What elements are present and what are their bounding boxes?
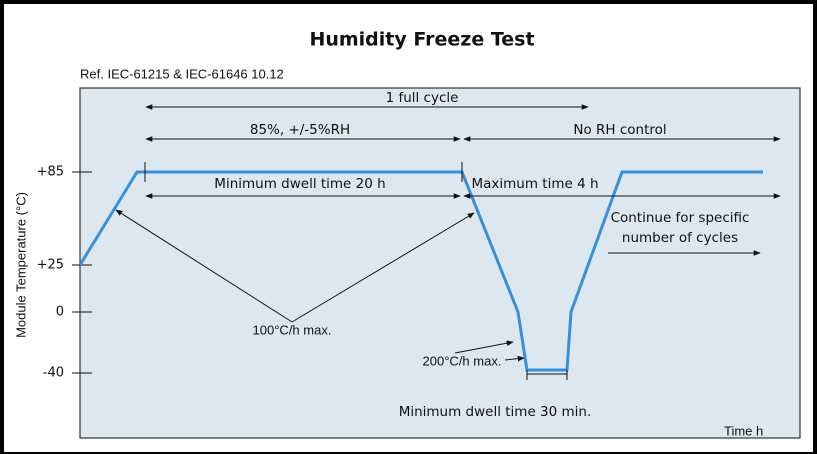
annotation: Maximum time 4 h xyxy=(471,176,598,192)
y-axis-label: Module Temperature (°C) xyxy=(13,192,28,338)
annotation: 85%, +/-5%RH xyxy=(250,122,350,138)
annotation: Minimum dwell time 30 min. xyxy=(399,404,592,420)
x-axis-label: Time h xyxy=(724,423,763,438)
y-tick-label: +85 xyxy=(37,165,64,180)
annotation: Continue for specific xyxy=(611,210,750,226)
annotation: 200°C/h max. xyxy=(423,353,502,368)
plot-area xyxy=(79,87,801,439)
annotation: number of cycles xyxy=(622,230,738,246)
annotation: Minimum dwell time 20 h xyxy=(214,176,385,192)
title: Humidity Freeze Test xyxy=(309,29,534,51)
y-tick-label: +25 xyxy=(37,258,64,273)
reference: Ref. IEC-61215 & IEC-61646 10.12 xyxy=(80,66,284,81)
annotation: No RH control xyxy=(573,122,666,138)
y-tick-label: -40 xyxy=(43,366,64,381)
y-tick-label: 0 xyxy=(56,305,64,320)
annotation: 100°C/h max. xyxy=(253,322,332,337)
annotation: 1 full cycle xyxy=(386,90,459,106)
y-ticks xyxy=(72,171,92,374)
arrows xyxy=(115,104,781,380)
